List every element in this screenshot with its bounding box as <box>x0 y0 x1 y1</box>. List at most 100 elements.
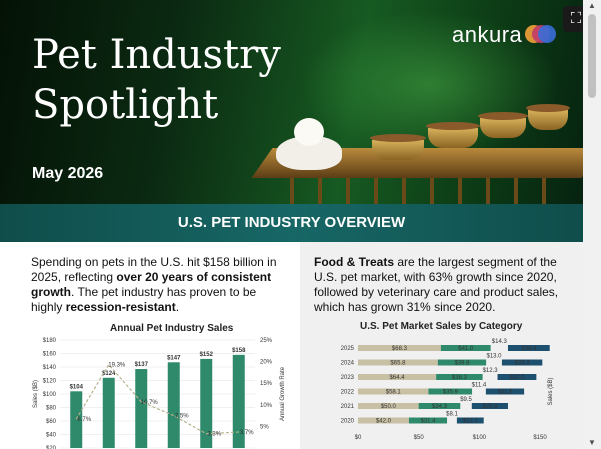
bar <box>167 362 180 448</box>
segment-label: $32.0 <box>509 375 525 381</box>
bar-value-label: $158 <box>232 348 246 354</box>
category-label: 2022 <box>341 390 355 396</box>
annual-chart-title: Annual Pet Industry Sales <box>110 323 234 334</box>
scrollbar[interactable]: ▲ ▼ <box>583 0 601 449</box>
right-column: Food & Treats are the largest segment of… <box>300 242 583 449</box>
right-text: are the largest segment of the U.S. pet … <box>314 255 559 314</box>
logo-text: ankura <box>452 22 523 47</box>
y-tick-label: $100 <box>43 392 57 398</box>
conveyor-legs-image <box>290 178 570 204</box>
growth-label: 7.5% <box>175 414 189 420</box>
segment-bar <box>507 345 550 351</box>
growth-label: 3.3% <box>207 432 221 438</box>
y-tick-label: $80 <box>46 406 57 412</box>
page: Pet Industry Spotlight May 2026 ankura ⛶… <box>0 0 583 449</box>
y2-tick-label: 25% <box>260 338 273 344</box>
y-tick-label: $120 <box>43 379 57 385</box>
growth-label: 6.7% <box>77 417 91 423</box>
segment-bar <box>497 374 537 380</box>
bar <box>70 391 83 448</box>
left-paragraph: Spending on pets in the U.S. hit $158 bi… <box>31 255 289 315</box>
growth-label: 19.3% <box>108 363 126 369</box>
x-tick-label: $0 <box>355 435 362 441</box>
bar-value-label: $147 <box>167 355 181 361</box>
segment-bar <box>408 417 448 424</box>
cat-image <box>268 118 342 170</box>
segment-bar <box>437 359 487 366</box>
category-label: 2024 <box>341 361 355 367</box>
segment-label: $12.3 <box>483 368 499 374</box>
growth-label: 10.7% <box>141 400 159 406</box>
growth-label: 3.7% <box>240 430 254 436</box>
bar-value-label: $104 <box>70 384 84 390</box>
left-column: Spending on pets in the U.S. hit $158 bi… <box>0 242 300 449</box>
segment-label: $34.3 <box>432 404 448 410</box>
hero-banner: Pet Industry Spotlight May 2026 ankura <box>0 0 583 204</box>
food-bowl-image <box>478 112 528 138</box>
segment-label: $50.0 <box>381 404 397 410</box>
x-tick-label: $100 <box>473 435 487 441</box>
y-tick-label: $60 <box>46 419 57 425</box>
segment-label: $35.9 <box>443 390 459 396</box>
segment-label: $58.1 <box>386 390 402 396</box>
food-bowl-image <box>526 104 570 130</box>
segment-bar <box>358 374 437 380</box>
segment-bar <box>440 345 491 351</box>
category-label: 2023 <box>341 375 355 381</box>
growth-line <box>75 363 239 435</box>
y-tick-label: $140 <box>43 365 57 371</box>
ankura-logo: ankura <box>452 22 557 48</box>
bar-value-label: $137 <box>135 362 149 368</box>
y2-axis-label: Annual Growth Rate <box>280 366 286 421</box>
right-paragraph: Food & Treats are the largest segment of… <box>314 255 572 315</box>
category-label: 2020 <box>341 419 355 425</box>
y-tick-label: $40 <box>46 433 57 439</box>
y-tick-label: $20 <box>46 446 57 449</box>
y2-tick-label: 20% <box>260 360 273 366</box>
cat-head <box>294 118 324 146</box>
bar <box>200 358 213 448</box>
segment-label: $65.8 <box>390 361 406 367</box>
segment-label: $22.1 <box>463 419 479 425</box>
y-tick-label: $180 <box>43 338 57 344</box>
category-chart-title: U.S. Pet Market Sales by Category <box>360 321 523 332</box>
segment-label: $33.3 <box>515 361 531 367</box>
left-bold-2: recession-resistant <box>65 300 176 314</box>
y2-tick-label: 10% <box>260 403 273 409</box>
left-text-3: . <box>175 300 180 314</box>
y-tick-label: $160 <box>43 352 57 358</box>
segment-label: $41.0 <box>458 346 474 352</box>
x-tick-label: $50 <box>414 435 425 441</box>
segment-bar <box>358 345 441 351</box>
segment-bar <box>358 388 429 395</box>
y2-tick-label: 15% <box>260 381 273 387</box>
section-banner: U.S. PET INDUSTRY OVERVIEW <box>0 204 583 242</box>
segment-label: $34.4 <box>521 346 537 352</box>
segment-label: $14.3 <box>492 339 508 345</box>
segment-bar <box>428 388 473 395</box>
issue-date: May 2026 <box>32 165 104 182</box>
category-label: 2025 <box>341 346 355 352</box>
segment-label: $11.4 <box>472 383 487 389</box>
segment-label: $39.8 <box>454 361 470 367</box>
segment-bar <box>471 403 508 409</box>
segment-bar <box>358 359 438 366</box>
segment-bar <box>501 359 543 366</box>
bar-value-label: $124 <box>102 371 116 377</box>
segment-label: $64.4 <box>390 375 406 381</box>
title-line-1: Pet Industry <box>32 32 281 78</box>
expand-icon[interactable]: ⛶ <box>563 6 583 32</box>
bar-value-label: $152 <box>200 352 214 358</box>
y-axis-label: Sales ($B) <box>33 380 39 408</box>
y2-tick-label: 5% <box>260 424 269 430</box>
segment-label: $29.8 <box>482 404 498 410</box>
bar <box>102 377 115 448</box>
segment-label: $31.5 <box>497 390 513 396</box>
scrollbar-thumb[interactable] <box>588 14 596 98</box>
scroll-down-icon[interactable]: ▼ <box>588 438 596 447</box>
segment-label: $8.1 <box>446 412 458 418</box>
y-axis-label: Sales ($B) <box>548 377 554 405</box>
scroll-up-icon[interactable]: ▲ <box>588 1 596 10</box>
segment-label: $42.0 <box>376 419 392 425</box>
left-bold-1: over 20 years of consistent growth <box>31 270 272 299</box>
